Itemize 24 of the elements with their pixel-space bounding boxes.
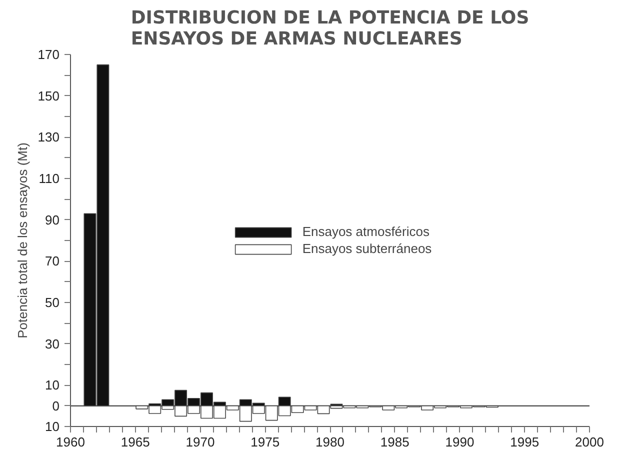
x-tick-label: 2000 xyxy=(575,434,604,450)
y-tick-label: 0 xyxy=(52,398,60,414)
y-axis-title: Potencia total de los ensayos (Mt) xyxy=(14,142,30,338)
x-tick-label: 1970 xyxy=(186,434,215,450)
y-tick-label: 70 xyxy=(45,254,60,269)
y-tick-label: 30 xyxy=(45,336,60,352)
y-tick-label: 50 xyxy=(45,295,60,310)
y-tick-label: 10 xyxy=(45,378,60,393)
x-tick-label: 1990 xyxy=(445,434,474,450)
x-tick-label: 1965 xyxy=(120,434,150,450)
legend-label: Ensayos atmosféricos xyxy=(302,224,430,239)
x-tick-label: 1980 xyxy=(316,434,344,450)
x-tick-label: 1975 xyxy=(250,434,280,450)
chart-title: DISTRIBUCION DE LA POTENCIA DE LOS ENSAYOS DE ARMAS NUCLEARES xyxy=(130,8,530,50)
y-tick-label: 90 xyxy=(45,212,60,228)
y-tick-label: 110 xyxy=(38,171,60,186)
x-tick-label: 1985 xyxy=(380,434,410,450)
x-tick-label: 1960 xyxy=(56,434,85,450)
y-tick-label: 10 xyxy=(45,419,60,434)
y-tick-label: 170 xyxy=(38,47,60,62)
y-tick-label: 150 xyxy=(38,88,60,104)
y-tick-label: 130 xyxy=(38,130,60,145)
legend-label: Ensayos subterráneos xyxy=(302,241,432,256)
x-tick-label: 1995 xyxy=(510,434,540,450)
